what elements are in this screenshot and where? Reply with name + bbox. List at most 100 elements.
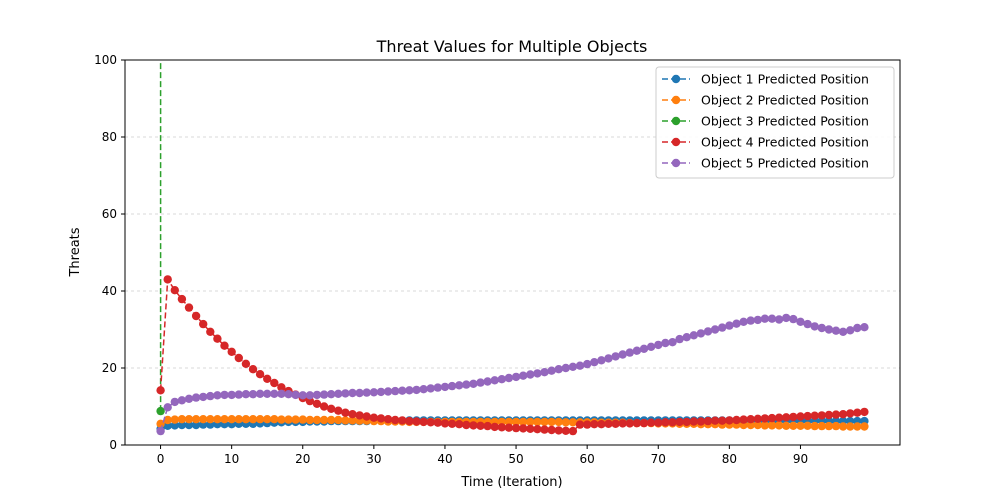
- series-4-point: [462, 420, 471, 430]
- series-5-point: [327, 390, 336, 399]
- series-4-point: [369, 413, 379, 422]
- series-5-point: [483, 377, 492, 386]
- series-4-point: [469, 421, 478, 430]
- series-4-point: [583, 420, 592, 429]
- series-5-point: [241, 390, 251, 399]
- series-5-point: [184, 394, 194, 403]
- series-4-point: [718, 416, 727, 425]
- series-5-point: [376, 387, 386, 397]
- series-4-point: [412, 417, 421, 426]
- series-4-point: [661, 418, 670, 427]
- series-2-point: [227, 415, 236, 424]
- series-2-point: [327, 415, 336, 425]
- series-5-point: [362, 388, 371, 397]
- y-tick-label-80: 80: [102, 130, 117, 144]
- x-tick-label-30: 30: [366, 452, 381, 466]
- series-2-point: [184, 415, 194, 424]
- x-axis: 0 10 20 30 40 50 60 70 80 90: [157, 445, 808, 466]
- legend-marker-3: [671, 116, 681, 126]
- series-4-point: [632, 418, 642, 428]
- series-4-point: [263, 374, 272, 383]
- series-5-point: [789, 314, 798, 324]
- series-5-point: [170, 397, 179, 407]
- series-5-point: [654, 340, 663, 350]
- series-4-point: [312, 399, 322, 408]
- series-5-point: [661, 338, 670, 348]
- series-5-point: [255, 389, 265, 398]
- series-2-point: [298, 415, 307, 424]
- series-5-point: [341, 389, 350, 398]
- series-5-point: [547, 366, 556, 375]
- legend-marker-4: [671, 137, 681, 147]
- series-1-point: [170, 421, 179, 430]
- series-1-point: [177, 420, 187, 430]
- series-2-point: [846, 422, 855, 431]
- series-2-point: [348, 416, 357, 425]
- series-4-point: [511, 423, 521, 433]
- series-4-point: [568, 426, 578, 436]
- series-2-point: [206, 415, 215, 424]
- y-tick-label-100: 100: [94, 53, 117, 67]
- series-5-point: [597, 356, 606, 365]
- series-2-point: [248, 415, 258, 424]
- series-5-point: [639, 344, 649, 353]
- series-5-point: [554, 365, 563, 374]
- series-4: [156, 275, 869, 436]
- series-4-point: [853, 408, 862, 417]
- series-2-point: [561, 418, 570, 427]
- x-tick-label-70: 70: [651, 452, 666, 466]
- series-5-point: [611, 352, 620, 361]
- series-4-point: [156, 386, 165, 395]
- series-5: [156, 313, 869, 436]
- series-5-point: [227, 390, 236, 400]
- series-5-point: [817, 323, 826, 333]
- series-4-point: [654, 418, 663, 427]
- series-5-point: [718, 323, 727, 332]
- series-4-point: [327, 404, 336, 413]
- series-4-point: [184, 303, 194, 312]
- series-5-point: [398, 386, 407, 395]
- series-4-point: [554, 426, 563, 435]
- series-4-point: [163, 275, 172, 284]
- series-5-point: [632, 346, 642, 355]
- legend-label-5: Object 5 Predicted Position: [701, 156, 869, 171]
- series-5-point: [462, 380, 471, 389]
- series-2-point: [319, 415, 329, 425]
- legend-label-3: Object 3 Predicted Position: [701, 114, 869, 129]
- series-4-point: [519, 424, 528, 433]
- series-5-point: [455, 381, 464, 390]
- series-5-point: [668, 338, 677, 347]
- series-4-point: [561, 426, 570, 435]
- series-2-point: [526, 417, 535, 427]
- series-5-point: [220, 390, 229, 400]
- series-5-point: [774, 315, 784, 324]
- series-5-point: [689, 331, 698, 340]
- series-5-point: [753, 315, 762, 325]
- series-4-point: [234, 353, 243, 363]
- series-4-point: [782, 413, 791, 422]
- series-2-point: [284, 415, 293, 424]
- series-2-point: [831, 421, 841, 431]
- series-5-point: [831, 326, 841, 335]
- series-2-point: [519, 417, 528, 427]
- series-4-point: [846, 409, 855, 418]
- series-5-point: [405, 386, 414, 395]
- series-4-point: [206, 327, 215, 336]
- series-2-point: [853, 422, 862, 431]
- series-4-point: [177, 294, 187, 304]
- series-4-point: [540, 425, 549, 434]
- series-1-point: [184, 420, 194, 430]
- series-5-point: [625, 348, 634, 357]
- series-2-point: [860, 422, 869, 431]
- y-tick-label-40: 40: [102, 284, 117, 298]
- series-5-point: [497, 375, 506, 384]
- plot-frame: [124, 59, 901, 446]
- series-4-point: [426, 418, 435, 427]
- series-2-point: [511, 417, 521, 427]
- series-4-point: [526, 424, 535, 433]
- series-5-point: [334, 389, 343, 398]
- series-4-point: [618, 419, 627, 428]
- x-axis-label: Time (Iteration): [460, 475, 562, 490]
- series-5-point: [824, 325, 834, 334]
